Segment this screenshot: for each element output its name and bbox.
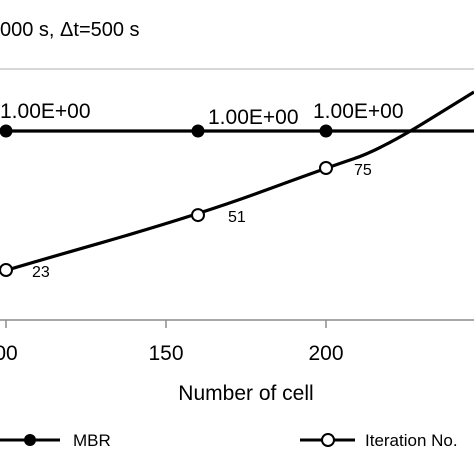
x-tick-label: 00	[0, 342, 18, 365]
legend-mbr-label: MBR	[73, 431, 111, 450]
chart-title: 000 s, Δt=500 s	[0, 19, 140, 41]
iteration-point	[191, 208, 205, 223]
iteration-data-label: 51	[228, 209, 246, 226]
x-axis-label: Number of cell	[178, 382, 313, 405]
mbr-data-label: 1.00E+00	[208, 106, 299, 129]
x-tick-label: 200	[308, 342, 343, 365]
legend-mbr-marker	[24, 434, 36, 446]
mbr-point	[191, 124, 205, 138]
mbr-point	[319, 124, 333, 138]
x-ticks: 001502002	[0, 320, 344, 365]
legend-iteration-label: Iteration No.	[365, 431, 458, 450]
iteration-point	[319, 161, 333, 175]
mbr-point	[0, 124, 13, 138]
iteration-point	[0, 263, 13, 277]
x-tick-label: 150	[148, 342, 183, 365]
series-layer: 1.00E+00 1.00E+00 1.00E+00 23 51 75	[0, 90, 474, 281]
iteration-data-label: 23	[32, 264, 50, 281]
mbr-data-label: 1.00E+00	[0, 100, 91, 123]
legend: MBR Iteration No.	[0, 431, 458, 450]
mbr-data-label: 1.00E+00	[313, 100, 404, 123]
iteration-data-label: 75	[354, 162, 372, 179]
legend-iteration-marker	[321, 433, 335, 447]
